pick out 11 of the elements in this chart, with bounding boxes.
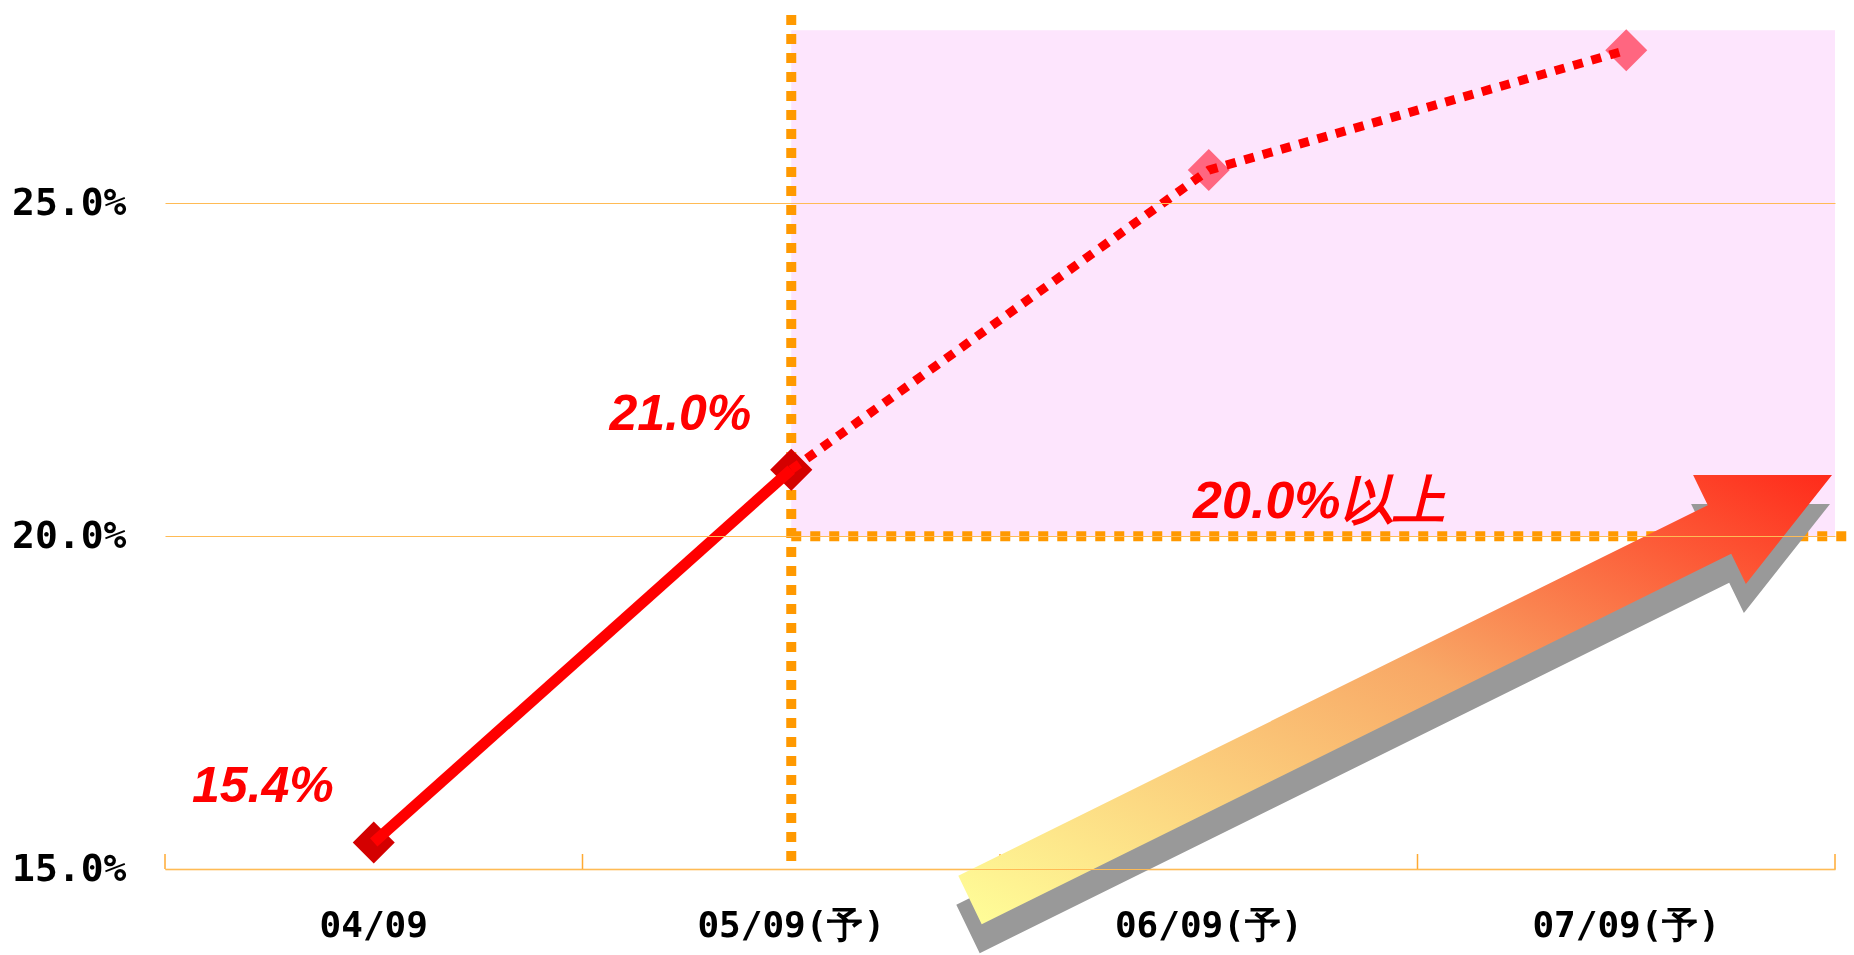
data-label: 15.4% xyxy=(191,757,334,814)
y-tick-label: 20.0% xyxy=(12,512,127,557)
data-label: 21.0% xyxy=(608,384,752,441)
y-tick-label: 25.0% xyxy=(12,179,127,224)
x-tick-label: 05/09(予) xyxy=(697,903,886,945)
x-tick-label: 06/09(予) xyxy=(1114,903,1303,945)
point xyxy=(1605,29,1648,72)
y-tick-label: 15.0% xyxy=(12,845,127,890)
ref-line-label: 20.0%以上 xyxy=(1192,471,1446,530)
x-tick-label: 07/09(予) xyxy=(1532,903,1721,945)
x-tick-label: 04/09 xyxy=(319,903,428,945)
